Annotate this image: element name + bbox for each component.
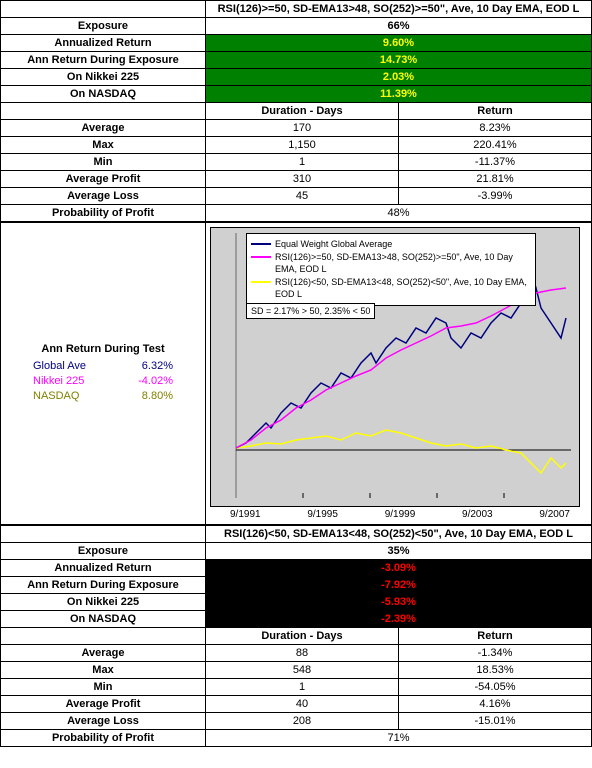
stat-ret: -15.01%: [399, 713, 592, 730]
bottom-table: RSI(126)<50, SD-EMA13<48, SO(252)<50", A…: [0, 525, 592, 747]
legend-swatch: [251, 281, 271, 283]
row-label: On NASDAQ: [1, 611, 206, 628]
stat-label: Average Loss: [1, 713, 206, 730]
stat-ret: 4.16%: [399, 696, 592, 713]
ret-header-b: Return: [399, 628, 592, 645]
stat-label: Max: [1, 137, 206, 154]
series-val: -4.02%: [138, 374, 173, 389]
legend-swatch: [251, 256, 271, 258]
stat-ret: 220.41%: [399, 137, 592, 154]
top-title: RSI(126)>=50, SD-EMA13>48, SO(252)>=50",…: [206, 1, 592, 18]
stat-ret: 18.53%: [399, 662, 592, 679]
legend-text: RSI(126)>=50, SD-EMA13>48, SO(252)>=50",…: [275, 251, 531, 275]
x-tick: 9/1991: [230, 509, 261, 520]
row-label: On Nikkei 225: [1, 69, 206, 86]
stat-label: Min: [1, 154, 206, 171]
x-tick: 9/1995: [307, 509, 338, 520]
row-val: -7.92%: [206, 577, 592, 594]
prob-label-b: Probability of Profit: [1, 730, 206, 747]
prob-val: 48%: [206, 205, 592, 222]
series-name: Global Ave: [33, 359, 86, 374]
row-val: -5.93%: [206, 594, 592, 611]
prob-label: Probability of Profit: [1, 205, 206, 222]
stat-label: Average: [1, 120, 206, 137]
row-label: Annualized Return: [1, 560, 206, 577]
dur-header-b: Duration - Days: [206, 628, 399, 645]
row-val: 2.03%: [206, 69, 592, 86]
sd-box: SD = 2.17% > 50, 2.35% < 50: [246, 303, 375, 319]
prob-val-b: 71%: [206, 730, 592, 747]
stat-label: Min: [1, 679, 206, 696]
stat-dur: 1: [206, 679, 399, 696]
stat-ret: -1.34%: [399, 645, 592, 662]
legend-text: RSI(126)<50, SD-EMA13<48, SO(252)<50", A…: [275, 276, 531, 300]
chart-section: Ann Return During Test Global Ave 6.32% Ni…: [0, 222, 592, 525]
row-label: Ann Return During Exposure: [1, 577, 206, 594]
stat-dur: 1: [206, 154, 399, 171]
stat-dur: 208: [206, 713, 399, 730]
x-tick: 9/2003: [462, 509, 493, 520]
series-name: Nikkei 225: [33, 374, 84, 389]
ret-header: Return: [399, 103, 592, 120]
x-tick: 9/1999: [385, 509, 416, 520]
row-val: 11.39%: [206, 86, 592, 103]
chart-area: Equal Weight Global AverageRSI(126)>=50,…: [210, 227, 580, 507]
stat-dur: 88: [206, 645, 399, 662]
stat-label: Max: [1, 662, 206, 679]
bottom-title: RSI(126)<50, SD-EMA13<48, SO(252)<50", A…: [206, 526, 592, 543]
stat-dur: 170: [206, 120, 399, 137]
x-labels: 9/1991 9/1995 9/1999 9/2003 9/2007: [210, 507, 580, 520]
x-tick: 9/2007: [539, 509, 570, 520]
stat-dur: 45: [206, 188, 399, 205]
legend-swatch: [251, 243, 271, 245]
chart-left-panel: Ann Return During Test Global Ave 6.32% Ni…: [1, 223, 206, 524]
chart-legend: Equal Weight Global AverageRSI(126)>=50,…: [246, 233, 536, 306]
row-val: 9.60%: [206, 35, 592, 52]
stat-dur: 548: [206, 662, 399, 679]
dur-header: Duration - Days: [206, 103, 399, 120]
chart-right-panel: 10 1 Equal Weight Global AverageRSI(126)…: [206, 223, 591, 524]
stat-dur: 1,150: [206, 137, 399, 154]
series-val: 6.32%: [142, 359, 173, 374]
exposure-label-b: Exposure: [1, 543, 206, 560]
row-label: On NASDAQ: [1, 86, 206, 103]
row-label: Ann Return During Exposure: [1, 52, 206, 69]
stat-ret: 21.81%: [399, 171, 592, 188]
series-name: NASDAQ: [33, 389, 79, 404]
stat-label: Average Loss: [1, 188, 206, 205]
row-label: Annualized Return: [1, 35, 206, 52]
exposure-val: 66%: [206, 18, 592, 35]
row-val: 14.73%: [206, 52, 592, 69]
stat-dur: 310: [206, 171, 399, 188]
stat-label: Average: [1, 645, 206, 662]
exposure-label: Exposure: [1, 18, 206, 35]
row-label: On Nikkei 225: [1, 594, 206, 611]
stat-label: Average Profit: [1, 171, 206, 188]
stat-dur: 40: [206, 696, 399, 713]
exposure-val-b: 35%: [206, 543, 592, 560]
row-val: -3.09%: [206, 560, 592, 577]
chart-left-title: Ann Return During Test: [41, 343, 164, 355]
stat-ret: -3.99%: [399, 188, 592, 205]
series-val: 8.80%: [142, 389, 173, 404]
row-val: -2.39%: [206, 611, 592, 628]
stat-ret: -54.05%: [399, 679, 592, 696]
stat-ret: -11.37%: [399, 154, 592, 171]
stat-label: Average Profit: [1, 696, 206, 713]
top-table: RSI(126)>=50, SD-EMA13>48, SO(252)>=50",…: [0, 0, 592, 222]
stat-ret: 8.23%: [399, 120, 592, 137]
legend-text: Equal Weight Global Average: [275, 238, 392, 250]
